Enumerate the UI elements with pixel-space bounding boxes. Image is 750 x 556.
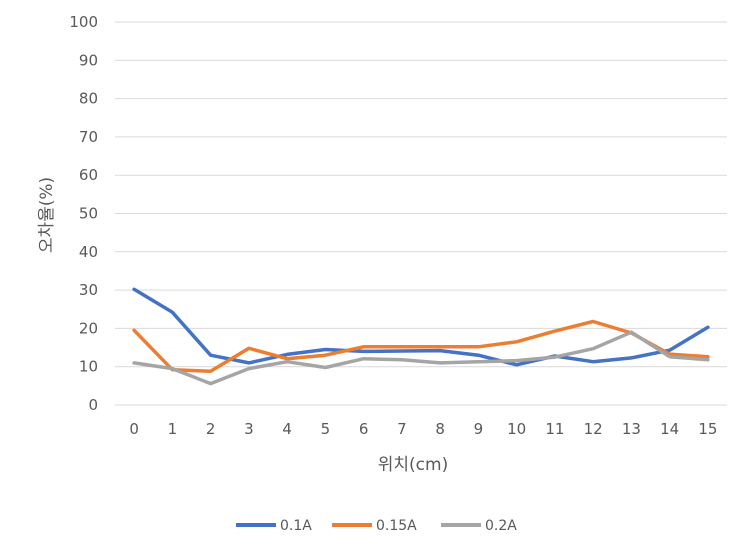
legend-label-0: 0.1A	[280, 518, 312, 534]
x-tick-label: 8	[435, 420, 445, 438]
series-line-1	[132, 319, 710, 374]
y-tick-label: 90	[79, 51, 98, 69]
x-tick-label: 6	[359, 420, 369, 438]
x-tick-label: 9	[474, 420, 484, 438]
series-lines	[132, 287, 710, 386]
x-tick-label: 10	[507, 420, 526, 438]
x-axis-ticks: 0 1 2 3 4 5 6 7 8 9 10 11 12 13 14 15	[129, 420, 717, 438]
x-tick-label: 13	[622, 420, 641, 438]
x-tick-label: 12	[584, 420, 603, 438]
x-tick-label: 3	[244, 420, 254, 438]
series-line-2	[132, 330, 710, 386]
y-tick-label: 40	[79, 243, 98, 261]
y-tick-label: 60	[79, 166, 98, 184]
x-tick-label: 0	[129, 420, 139, 438]
y-axis-ticks: 0 10 20 30 40 50 60 70 80 90 100	[69, 13, 98, 414]
y-axis-title: 오차율(%)	[37, 177, 57, 253]
x-tick-label: 7	[397, 420, 407, 438]
x-tick-label: 11	[545, 420, 564, 438]
y-tick-label: 50	[79, 205, 98, 223]
y-tick-label: 10	[79, 358, 98, 376]
x-axis-title: 위치(cm)	[378, 455, 448, 475]
legend-label-1: 0.15A	[376, 518, 417, 534]
series-line-0	[132, 287, 710, 367]
x-tick-label: 5	[321, 420, 331, 438]
x-tick-label: 15	[698, 420, 717, 438]
y-tick-label: 20	[79, 319, 98, 337]
y-tick-label: 70	[79, 128, 98, 146]
y-tick-label: 30	[79, 281, 98, 299]
x-tick-label: 4	[282, 420, 292, 438]
y-tick-label: 0	[88, 396, 98, 414]
legend-label-2: 0.2A	[485, 518, 517, 534]
y-tick-label: 100	[69, 13, 98, 31]
x-tick-label: 14	[660, 420, 679, 438]
y-tick-label: 80	[79, 90, 98, 108]
x-tick-label: 1	[168, 420, 178, 438]
x-tick-label: 2	[206, 420, 216, 438]
legend: 0.1A 0.15A 0.2A	[236, 518, 517, 534]
